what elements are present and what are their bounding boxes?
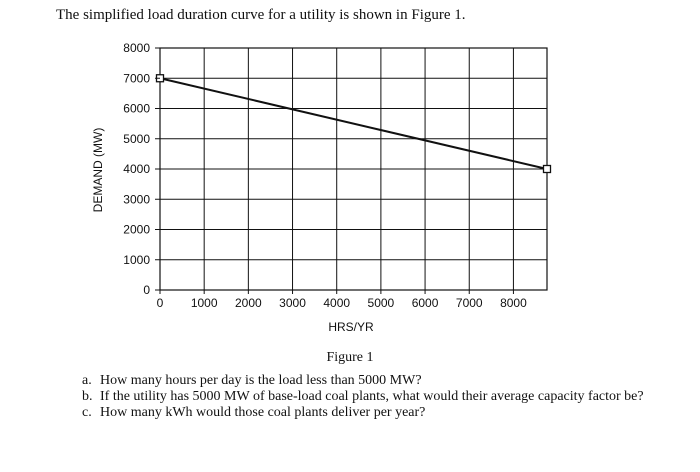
y-tick-label-0: 0 — [143, 283, 150, 297]
question-list: a. How many hours per day is the load le… — [82, 373, 682, 421]
question-c-letter: c. — [82, 405, 92, 420]
y-tick-label-7: 7000 — [123, 71, 150, 85]
figure-caption: Figure 1 — [326, 350, 374, 365]
chart-ticks: 0 1000 2000 3000 4000 5000 6000 7000 8000 0 1000 20… — [123, 41, 527, 310]
question-c-text: How many kWh would those coal plants del… — [100, 405, 426, 420]
x-tick-label-3: 3000 — [279, 296, 306, 310]
y-tick-label-2: 2000 — [123, 223, 150, 237]
question-a: a. How many hours per day is the load le… — [82, 373, 682, 389]
question-a-letter: a. — [82, 373, 92, 388]
question-b: b. If the utility has 5000 MW of base-lo… — [82, 389, 682, 405]
y-tick-label-3: 3000 — [123, 192, 150, 206]
x-tick-label-5: 5000 — [368, 296, 395, 310]
question-b-text: If the utility has 5000 MW of base-load … — [100, 389, 644, 404]
y-axis-label: DEMAND (MW) — [91, 128, 105, 213]
x-tick-label-1: 1000 — [191, 296, 218, 310]
x-tick-label-0: 0 — [157, 296, 164, 310]
chart-series — [155, 74, 552, 174]
question-a-text: How many hours per day is the load less … — [100, 373, 422, 388]
x-tick-label-8: 8000 — [500, 296, 527, 310]
x-tick-label-7: 7000 — [456, 296, 483, 310]
y-tick-label-1: 1000 — [123, 253, 150, 267]
y-tick-label-4: 4000 — [123, 162, 150, 176]
question-c: c. How many kWh would those coal plants … — [82, 405, 682, 421]
y-tick-label-6: 6000 — [123, 102, 150, 116]
y-tick-label-8: 8000 — [123, 41, 150, 55]
y-tick-label-5: 5000 — [123, 132, 150, 146]
x-tick-label-6: 6000 — [412, 296, 439, 310]
intro-text: The simplified load duration curve for a… — [56, 7, 466, 23]
question-b-letter: b. — [82, 389, 93, 404]
chart-grid — [159, 47, 548, 291]
data-point-0-1 — [542, 164, 552, 174]
x-tick-label-4: 4000 — [323, 296, 350, 310]
x-tick-label-2: 2000 — [235, 296, 262, 310]
load-duration-chart: 0 1000 2000 3000 4000 5000 6000 7000 8000 0 1000 20… — [91, 41, 552, 334]
series-line-0 — [159, 77, 548, 170]
x-axis-label: HRS/YR — [328, 320, 374, 334]
